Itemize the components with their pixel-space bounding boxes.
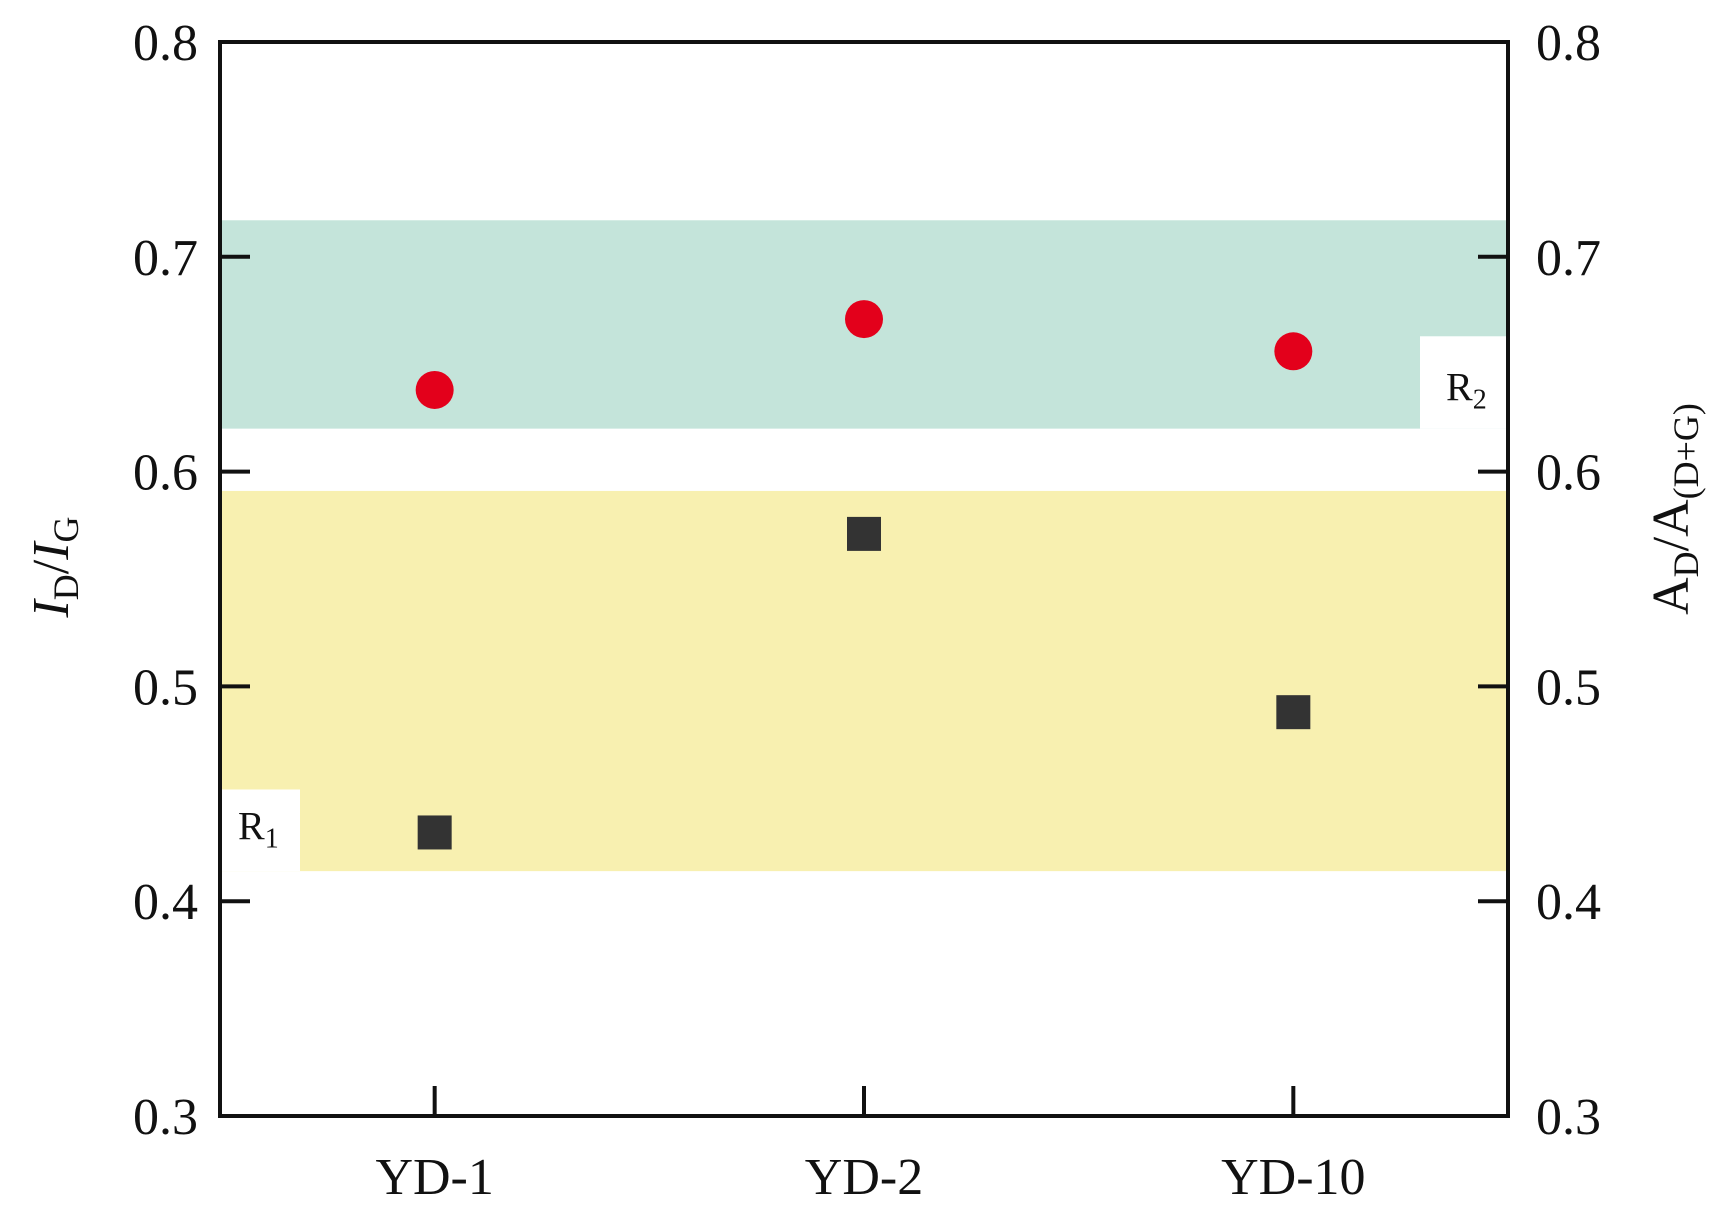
x-tick-label: YD-2 <box>805 1149 923 1206</box>
left-y-tick-label: 0.8 <box>133 15 198 72</box>
band-r1 <box>220 490 1508 872</box>
data-point-circle <box>1274 332 1313 371</box>
band-r1-label: R1 <box>238 804 279 855</box>
left-y-tick-label: 0.4 <box>133 874 198 931</box>
left-y-tick-label: 0.3 <box>133 1089 198 1146</box>
band-r2-label-background <box>1420 336 1506 429</box>
plot-frame <box>218 40 1510 1118</box>
ticks-layer <box>220 254 1508 1116</box>
band-r2-label: R2 <box>1446 364 1487 415</box>
left-y-axis-title: ID/IG <box>23 516 86 618</box>
left-y-tick-label: 0.5 <box>133 659 198 716</box>
data-point-square <box>847 516 881 551</box>
data-point-circle <box>415 370 454 409</box>
right-y-tick-label: 0.6 <box>1536 445 1601 502</box>
right-y-tick-label: 0.3 <box>1536 1089 1601 1146</box>
right-y-axis-title: AD/A(D+G) <box>1643 403 1706 615</box>
data-point-square <box>1276 695 1311 730</box>
x-tick-label: YD-10 <box>1221 1149 1365 1206</box>
right-y-tick-label: 0.4 <box>1536 874 1601 931</box>
right-y-tick-label: 0.7 <box>1536 230 1601 287</box>
left-y-tick-label: 0.6 <box>133 445 198 502</box>
points-layer <box>415 300 1313 850</box>
x-tick-label: YD-1 <box>375 1149 493 1206</box>
data-point-square <box>417 815 452 850</box>
band-label-layer: R1 R2 <box>222 336 1506 872</box>
left-y-tick-label: 0.7 <box>133 230 198 287</box>
band-r1-label-background <box>222 789 300 872</box>
data-point-circle <box>845 300 883 339</box>
right-y-tick-label: 0.5 <box>1536 659 1601 716</box>
labels-layer: 0.3 0.4 0.5 0.6 0.7 0.8 0.3 0.4 0.5 0.6 0.7 0.8 YD-1… <box>133 15 1601 1206</box>
right-y-tick-label: 0.8 <box>1536 15 1601 72</box>
